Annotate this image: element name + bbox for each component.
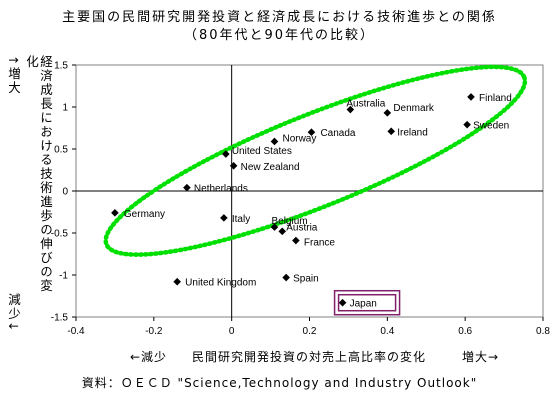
x-decrease-label: ←減少 [130, 350, 168, 364]
data-point-finland [467, 93, 475, 101]
y-increase-label: ↑増大 [6, 55, 21, 95]
data-point-france [292, 236, 300, 245]
y-tick-label: 0.5 [54, 145, 68, 156]
x-axis-ticks: -0.4 -0.2 0 0.2 0.4 0.6 0.8 [67, 317, 550, 337]
x-tick-label: 0.6 [458, 326, 472, 337]
x-tick-label: 0.2 [303, 326, 317, 337]
y-axis-label: 経済成長における技術進歩の伸びの変化 [24, 55, 53, 293]
point-label: United Kingdom [185, 278, 256, 289]
data-point-sweden [463, 120, 471, 129]
data-point-spain [282, 273, 290, 282]
point-label: Norway [282, 133, 316, 144]
highlight-inner-box [337, 293, 397, 312]
data-point-italy [220, 214, 228, 222]
y-tick-label: -1.5 [51, 313, 69, 324]
data-point-canada [307, 128, 316, 136]
y-axis-ticks: 1.5 1 0.5 0 -0.5 -1 -1.5 [51, 61, 76, 324]
point-label: France [304, 238, 336, 249]
y-tick-label: -1 [59, 271, 68, 282]
x-axis-label: 民間研究開発投資の対売上高比率の変化 [192, 350, 427, 364]
point-label: Denmark [393, 103, 435, 114]
data-point-germany [111, 209, 119, 217]
cluster-ellipse [103, 64, 528, 257]
japan-highlight-box [333, 289, 401, 316]
y-tick-label: 1 [62, 103, 68, 114]
point-label: Sweden [473, 121, 509, 132]
data-point-denmark [383, 109, 392, 117]
point-label: Canada [320, 128, 355, 139]
data-point-united-kingdom [173, 277, 181, 286]
data-point-ireland [387, 127, 396, 136]
y-tick-label: 0 [62, 187, 68, 198]
data-point-belgium [270, 223, 279, 231]
point-label: Germany [124, 209, 165, 220]
point-label: Netherlands [194, 184, 248, 195]
point-label: Finland [479, 93, 512, 104]
data-point-norway [270, 137, 279, 146]
x-tick-label: -0.2 [145, 326, 163, 337]
x-tick-label: 0 [229, 326, 235, 337]
data-point-austria [278, 227, 287, 236]
point-label: Australia [346, 99, 385, 110]
source-note: 資料：ＯＥＣＤ "Science,Technology and Industry… [81, 376, 478, 390]
x-tick-label: 0.4 [380, 326, 394, 337]
point-label: Belgium [271, 216, 307, 227]
x-increase-label: 増大→ [462, 350, 500, 364]
data-point-united-states [222, 150, 230, 158]
data-point-japan [338, 298, 347, 307]
point-label: Austria [286, 222, 318, 233]
chart-title: 主要国の民間研究開発投資と経済成長における技術進歩との関係 [62, 10, 497, 25]
point-label: Italy [232, 214, 250, 225]
point-label: Ireland [397, 127, 428, 138]
highlight-outer-box [333, 289, 401, 316]
x-tick-label: 0.8 [536, 326, 550, 337]
x-tick-label: -0.4 [67, 326, 85, 337]
point-label: Spain [293, 274, 319, 285]
data-point-new-zealand [229, 162, 238, 170]
chart-subtitle: （80年代と90年代の比較） [183, 28, 376, 43]
point-label: New Zealand [241, 162, 300, 173]
point-label: Japan [350, 299, 377, 310]
data-point-australia [346, 105, 355, 114]
point-label: United States [232, 146, 292, 157]
y-tick-label: -0.5 [51, 229, 69, 240]
data-point-netherlands [183, 183, 191, 192]
y-tick-label: 1.5 [54, 61, 68, 72]
y-decrease-label: 減少↓ [6, 293, 21, 333]
data-points: Finland Australia Denmark Sweden Ireland Cana… [111, 93, 512, 310]
